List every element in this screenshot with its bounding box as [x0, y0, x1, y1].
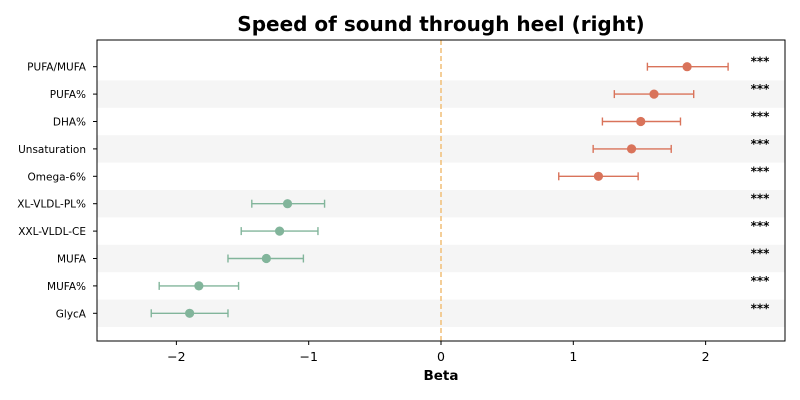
x-tick-label: 0 — [437, 349, 445, 364]
chart-title: Speed of sound through heel (right) — [237, 12, 644, 36]
x-tick-label: 1 — [569, 349, 577, 364]
beta-point — [282, 199, 293, 209]
significance-label: *** — [751, 301, 771, 315]
estimate-group: *** — [592, 137, 771, 154]
estimate-group: *** — [227, 247, 771, 264]
y-tick-label: DHA% — [53, 117, 86, 129]
y-tick-label: GlycA — [56, 308, 87, 320]
estimate-group: *** — [158, 274, 771, 291]
y-tick-label: Unsaturation — [18, 144, 86, 156]
beta-point — [593, 171, 604, 181]
beta-point — [274, 226, 285, 236]
estimate-group: *** — [613, 82, 771, 99]
beta-point — [649, 89, 659, 99]
significance-label: *** — [751, 192, 771, 206]
estimate-group: *** — [601, 110, 771, 127]
y-tick-label: XL-VLDL-PL% — [17, 199, 86, 211]
beta-point — [682, 62, 692, 72]
y-tick-label: PUFA% — [50, 89, 86, 101]
y-tick-label: MUFA% — [47, 281, 86, 293]
significance-label: *** — [751, 274, 771, 288]
significance-label: *** — [751, 55, 771, 69]
estimate-group: *** — [251, 192, 771, 209]
significance-label: *** — [751, 110, 771, 124]
estimate-group: *** — [646, 55, 771, 72]
y-tick-label: MUFA — [57, 254, 87, 266]
x-axis-label: Beta — [423, 368, 458, 384]
beta-point — [636, 116, 646, 127]
beta-point — [185, 308, 195, 318]
beta-point — [261, 253, 271, 264]
estimate-group: *** — [150, 301, 771, 318]
y-tick-label: Omega-6% — [28, 171, 87, 183]
significance-label: *** — [751, 247, 771, 261]
y-axis: PUFA/MUFA PUFA% DHA% Unsaturation Omega-6% XL… — [17, 62, 97, 320]
beta-point — [194, 281, 204, 291]
estimate-group: *** — [240, 219, 771, 236]
beta-point — [626, 144, 637, 154]
estimate-group: *** — [558, 164, 771, 181]
y-tick-label: PUFA/MUFA — [27, 62, 87, 74]
x-tick-label: −2 — [167, 349, 185, 364]
x-tick-label: −1 — [299, 349, 317, 364]
significance-label: *** — [751, 82, 771, 96]
y-tick-label: XXL-VLDL-CE — [18, 226, 86, 238]
data-marks: *** *** *** *** *** *** *** *** *** *** — [150, 55, 771, 318]
significance-label: *** — [751, 164, 771, 178]
x-axis: −2 −1 0 1 2 — [167, 341, 710, 364]
significance-label: *** — [751, 137, 771, 151]
x-tick-label: 2 — [702, 349, 710, 364]
significance-label: *** — [751, 219, 771, 233]
